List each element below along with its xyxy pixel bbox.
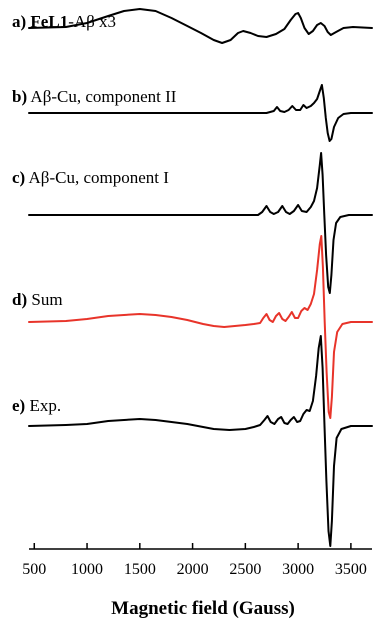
x-tick-label: 3500 bbox=[335, 561, 367, 578]
x-tick-label: 1500 bbox=[124, 561, 156, 578]
x-tick-label: 500 bbox=[22, 561, 46, 578]
spectrum-trace-b bbox=[28, 84, 373, 142]
spectrum-trace-c bbox=[28, 152, 373, 294]
panel-label-e: e) Exp. bbox=[12, 396, 61, 415]
x-axis-title: Magnetic field (Gauss) bbox=[111, 598, 295, 619]
panel-label-b: b) Aβ-Cu, component II bbox=[12, 87, 177, 106]
x-tick-label: 1000 bbox=[71, 561, 103, 578]
x-tick-label: 3000 bbox=[282, 561, 314, 578]
spectra-traces bbox=[28, 8, 373, 547]
panel-labels: a) FeL1-Aβ x3 b) Aβ-Cu, component II c) Aβ… bbox=[12, 12, 177, 415]
panel-label-a: a) FeL1-Aβ x3 bbox=[12, 12, 116, 31]
spectrum-trace-a bbox=[28, 8, 373, 44]
spectrum-trace-e bbox=[28, 335, 373, 547]
panel-label-d: d) Sum bbox=[12, 290, 63, 309]
x-tick-label: 2500 bbox=[229, 561, 261, 578]
x-axis: 500 1000 1500 2000 2500 3000 3500 bbox=[22, 543, 372, 578]
spectrum-trace-d bbox=[28, 235, 373, 419]
x-tick-label: 2000 bbox=[177, 561, 209, 578]
panel-label-c: c) Aβ-Cu, component I bbox=[12, 168, 169, 187]
